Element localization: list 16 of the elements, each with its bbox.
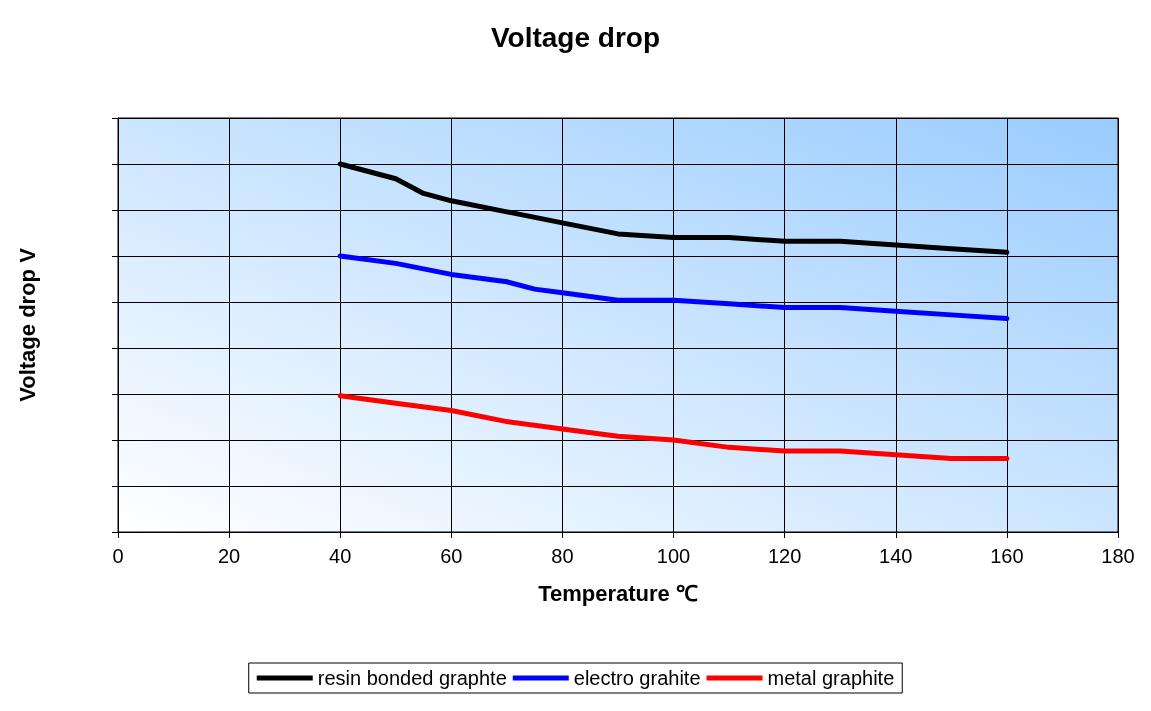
x-tick-label: 40 xyxy=(329,545,352,567)
legend-label: resin bonded graphte xyxy=(317,667,507,689)
y-axis-title: Voltage drop V xyxy=(14,247,40,402)
legend-label: metal graphite xyxy=(767,667,895,689)
x-tick-label: 180 xyxy=(1101,545,1135,567)
x-tick-label: 140 xyxy=(879,545,913,567)
legend-label: electro grahite xyxy=(573,667,701,689)
x-tick-label: 80 xyxy=(551,545,574,567)
x-tick-label: 20 xyxy=(217,545,241,567)
x-tick-label: 0 xyxy=(112,545,124,567)
x-tick-label: 160 xyxy=(990,545,1024,567)
chart-title: Voltage drop xyxy=(490,21,661,53)
x-tick-label: 60 xyxy=(440,545,463,567)
x-axis-title: Temperature ℃ xyxy=(538,580,698,606)
x-tick-label: 100 xyxy=(656,545,691,567)
x-tick-label: 120 xyxy=(767,545,802,567)
